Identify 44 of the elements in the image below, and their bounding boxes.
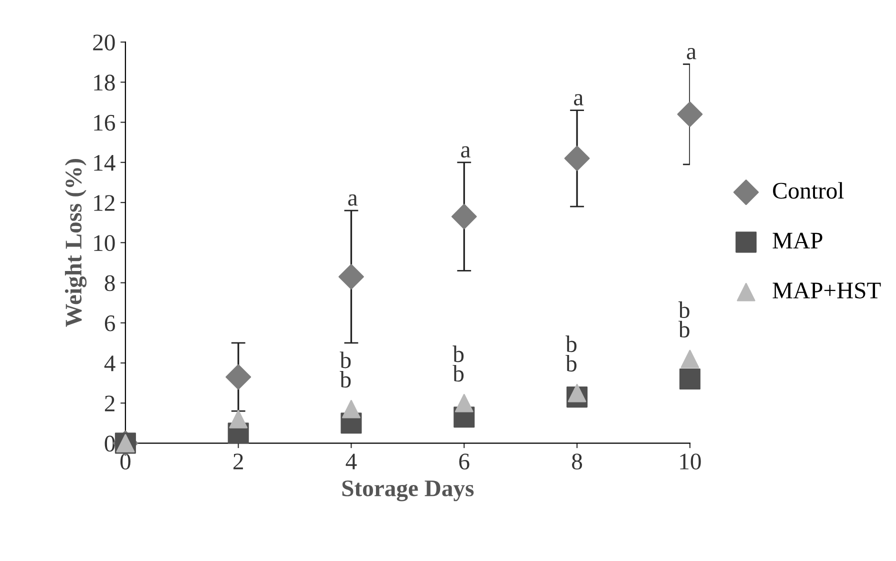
annotation: a xyxy=(574,94,584,106)
point xyxy=(564,146,590,172)
y-tick-label: 4 xyxy=(104,356,116,372)
y-tick-label: 20 xyxy=(93,34,115,50)
annotation: a xyxy=(461,146,470,158)
point xyxy=(451,204,477,230)
legend-label: Control xyxy=(773,182,844,199)
annotation: b xyxy=(678,320,690,338)
annotation: a xyxy=(686,48,696,60)
annotation: b xyxy=(340,371,351,388)
annotation: b xyxy=(678,301,690,318)
y-tick-label: 18 xyxy=(94,74,115,91)
x-tick-label: 4 xyxy=(346,454,357,470)
y-tick-label: 10 xyxy=(94,235,115,252)
legend-label: MAP+HST xyxy=(772,282,881,299)
point xyxy=(677,102,703,127)
x-tick-label: 8 xyxy=(572,454,582,470)
point xyxy=(226,364,252,390)
legend-label: MAP xyxy=(772,232,822,248)
point xyxy=(680,350,700,368)
point xyxy=(338,264,364,290)
annotation: a xyxy=(348,194,358,206)
annotation: b xyxy=(566,336,576,352)
x-axis-title: Storage Days xyxy=(342,480,474,502)
annotation: b xyxy=(566,354,576,372)
x-tick-label: 10 xyxy=(680,454,701,470)
point xyxy=(568,384,586,402)
point xyxy=(342,400,360,418)
y-tick-label: 12 xyxy=(94,195,114,211)
point xyxy=(229,410,248,428)
annotation: b xyxy=(452,365,464,382)
annotation: b xyxy=(452,346,464,362)
y-axis-title: Weight Loss (%) xyxy=(64,159,87,327)
point xyxy=(679,368,700,390)
y-tick-label: 6 xyxy=(104,315,116,332)
x-tick-label: 0 xyxy=(120,454,130,470)
y-tick-label: 2 xyxy=(104,396,114,412)
annotation: b xyxy=(340,352,351,368)
y-tick-label: 16 xyxy=(94,114,116,131)
y-tick-label: 8 xyxy=(104,275,115,292)
x-tick-label: 6 xyxy=(459,454,470,470)
x-tick-label: 2 xyxy=(233,454,243,470)
y-tick-label: 14 xyxy=(94,155,116,171)
point xyxy=(454,394,474,412)
